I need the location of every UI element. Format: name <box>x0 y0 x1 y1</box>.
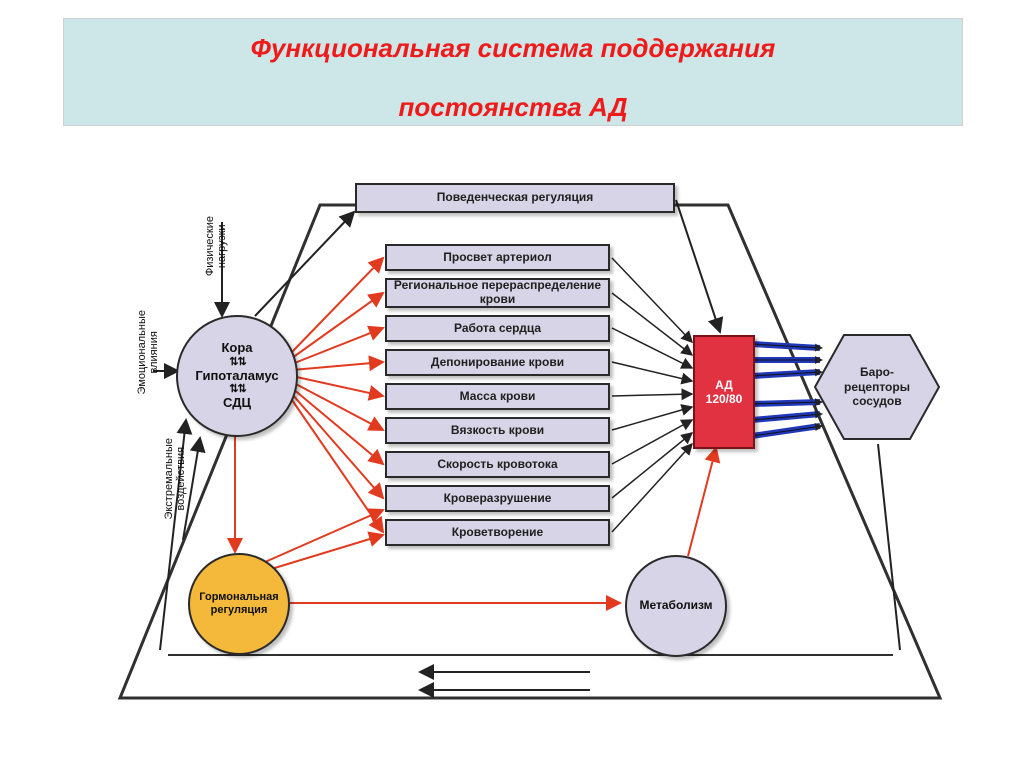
baro-label: Баро- рецепторы сосудов <box>844 365 910 408</box>
input-label-0: Физическиенагрузки <box>204 216 228 276</box>
factor-box-5: Вязкость крови <box>385 417 610 444</box>
factor-box-0: Просвет артериол <box>385 244 610 271</box>
ad-l2: 120/80 <box>706 392 743 406</box>
brain-sdc: СДЦ <box>223 396 251 411</box>
factor-box-6: Скорость кровотока <box>385 451 610 478</box>
circle-hormonal: Гормональная регуляция <box>188 553 290 655</box>
brain-cortex: Кора <box>221 341 252 356</box>
circle-brain: Кора ⇅ ⇅ Гипоталамус ⇅ ⇅ СДЦ <box>176 315 298 437</box>
factor-box-1: Региональное перераспределение крови <box>385 278 610 308</box>
hex-baroreceptors: Баро- рецепторы сосудов <box>812 332 942 442</box>
stage: Функциональная система поддержания посто… <box>0 0 1024 767</box>
factor-box-7: Кроверазрушение <box>385 485 610 512</box>
factor-box-3: Депонирование крови <box>385 349 610 376</box>
input-label-2: Экстремальныевоздействия <box>163 438 187 520</box>
ad-l1: АД <box>715 378 733 392</box>
circle-metabolism: Метаболизм <box>625 555 727 657</box>
box-ad: АД 120/80 <box>693 335 755 449</box>
input-label-1: Эмоциональныевлияния <box>136 310 160 394</box>
factor-box-4: Масса крови <box>385 383 610 410</box>
factor-box-8: Кроветворение <box>385 519 610 546</box>
brain-hypothalamus: Гипоталамус <box>195 369 278 384</box>
sep-icon: ⇅ ⇅ <box>229 356 245 369</box>
factor-box-2: Работа сердца <box>385 315 610 342</box>
metabolism-label: Метаболизм <box>639 599 712 613</box>
box-behavioral-regulation: Поведенческая регуляция <box>355 183 675 213</box>
hormonal-label: Гормональная регуляция <box>190 591 288 616</box>
